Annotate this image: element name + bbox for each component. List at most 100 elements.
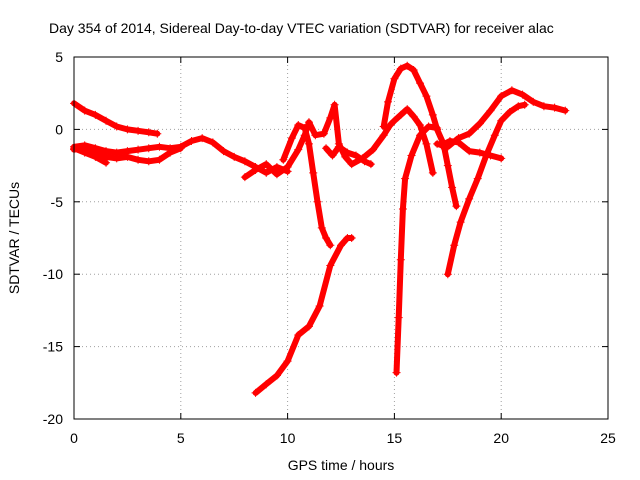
data-point [134, 155, 143, 164]
data-point [144, 128, 153, 137]
data-point [433, 123, 442, 132]
data-point [91, 152, 100, 161]
data-point [360, 157, 369, 166]
data-point [366, 160, 375, 169]
data-point [396, 255, 405, 264]
data-point [112, 154, 121, 163]
data-point [465, 129, 474, 138]
data-point [497, 154, 506, 163]
data-point [219, 147, 228, 156]
data-point [198, 134, 207, 143]
data-point [208, 138, 217, 147]
data-point [80, 106, 89, 115]
data-point [287, 134, 296, 143]
data-point [272, 170, 281, 179]
series-trace [71, 145, 109, 166]
data-point [486, 151, 495, 160]
data-point [326, 241, 335, 250]
data-point [230, 152, 239, 161]
data-point [134, 126, 143, 135]
data-point [505, 108, 514, 117]
data-point [283, 163, 292, 172]
data-point [383, 97, 392, 106]
data-point [497, 116, 506, 125]
data-point [304, 139, 313, 148]
data-series-sat-c [70, 142, 185, 166]
data-point [514, 102, 523, 111]
data-point [392, 368, 401, 377]
data-point [317, 223, 326, 232]
data-point [486, 106, 495, 115]
data-layer [70, 61, 570, 397]
data-series-sat-a [70, 99, 162, 138]
y-tick-label: -10 [43, 266, 63, 282]
x-tick-label: 10 [280, 430, 296, 446]
data-point [465, 147, 474, 156]
data-point [456, 218, 465, 227]
data-point [475, 148, 484, 157]
data-point [328, 151, 337, 160]
data-point [448, 183, 457, 192]
x-tick-label: 0 [70, 430, 78, 446]
data-point [155, 155, 164, 164]
data-point [322, 234, 331, 242]
data-point [407, 151, 416, 160]
data-point [304, 322, 313, 331]
y-tick-label: -5 [51, 194, 64, 210]
data-point [272, 163, 281, 172]
data-series-sat-h [251, 234, 356, 397]
data-series-sat-g [322, 142, 375, 169]
data-point [322, 144, 331, 153]
data-point [416, 131, 425, 140]
data-point [409, 112, 418, 121]
data-point [416, 79, 425, 88]
data-point [294, 145, 303, 154]
data-point [428, 168, 437, 177]
data-point [283, 357, 292, 366]
data-point [401, 174, 410, 183]
data-point [428, 110, 437, 119]
chart-title: Day 354 of 2014, Sidereal Day-to-day VTE… [49, 20, 554, 36]
data-point [452, 202, 461, 211]
data-point [326, 113, 335, 122]
data-point [539, 102, 548, 111]
data-point [134, 145, 143, 154]
series-trace [380, 62, 460, 210]
data-point [351, 151, 360, 160]
data-point [443, 161, 452, 170]
y-tick-label: -15 [43, 339, 63, 355]
data-point [422, 139, 431, 148]
data-point [311, 131, 320, 140]
data-point [337, 241, 345, 250]
data-point [398, 205, 407, 214]
data-point [347, 160, 356, 169]
data-point [272, 371, 281, 380]
data-point [550, 103, 559, 112]
data-series-sat-k [443, 100, 529, 279]
data-point [262, 168, 271, 177]
data-point [443, 270, 452, 279]
data-point [166, 148, 175, 157]
data-point [294, 331, 303, 340]
data-point [309, 168, 318, 177]
data-point [347, 234, 356, 242]
data-point [240, 173, 249, 182]
data-point [155, 142, 164, 151]
data-point [561, 106, 570, 115]
data-point [497, 92, 506, 101]
data-point [445, 136, 454, 145]
data-point [529, 97, 538, 106]
data-point [123, 125, 132, 134]
data-point [112, 122, 121, 131]
data-point [102, 158, 111, 167]
data-point [304, 118, 313, 127]
data-point [422, 92, 431, 101]
data-point [490, 131, 499, 140]
data-point [91, 110, 100, 119]
data-point [300, 123, 309, 132]
data-point [123, 152, 132, 161]
x-tick-label: 20 [493, 430, 509, 446]
data-point [475, 119, 484, 128]
data-point [80, 148, 89, 157]
data-point [313, 197, 322, 206]
